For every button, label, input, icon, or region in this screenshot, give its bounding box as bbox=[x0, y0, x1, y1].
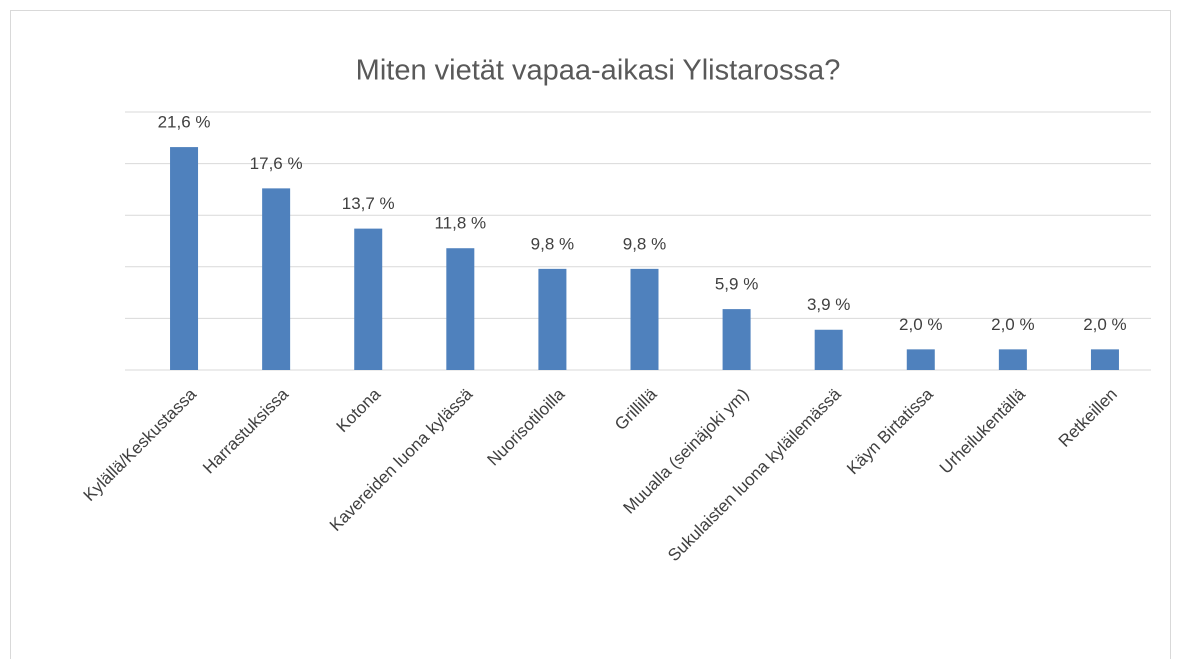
bar bbox=[998, 349, 1027, 370]
bar bbox=[630, 268, 659, 370]
data-label: 2,0 % bbox=[1083, 315, 1126, 334]
data-label: 17,6 % bbox=[250, 154, 303, 173]
bar bbox=[1090, 349, 1119, 370]
bar bbox=[538, 268, 567, 370]
bar bbox=[906, 349, 935, 370]
bar bbox=[814, 329, 843, 370]
data-label: 9,8 % bbox=[531, 234, 574, 253]
data-label: 13,7 % bbox=[342, 194, 395, 213]
data-label: 2,0 % bbox=[899, 315, 942, 334]
data-label: 11,8 % bbox=[434, 214, 486, 233]
chart-title: Miten vietät vapaa-aikasi Ylistarossa? bbox=[356, 55, 841, 87]
bar bbox=[262, 188, 291, 370]
bar bbox=[170, 147, 199, 370]
bar bbox=[446, 248, 475, 370]
data-label: 3,9 % bbox=[807, 295, 850, 314]
bar bbox=[354, 228, 383, 370]
data-label: 5,9 % bbox=[715, 275, 758, 294]
chart-border bbox=[10, 10, 1171, 659]
data-label: 21,6 % bbox=[158, 113, 211, 132]
data-label: 2,0 % bbox=[991, 315, 1034, 334]
bar bbox=[722, 309, 751, 370]
data-label: 9,8 % bbox=[623, 234, 666, 253]
